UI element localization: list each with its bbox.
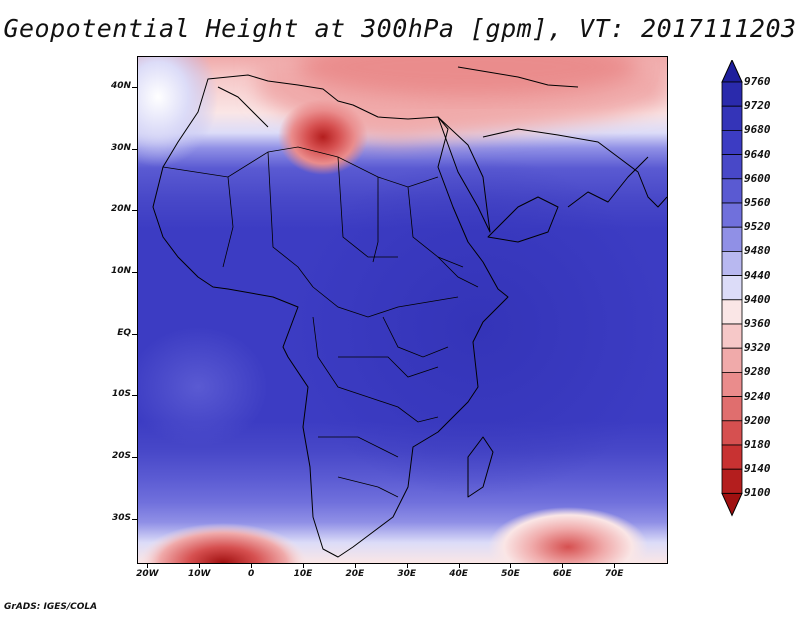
- lon-tick-label: 10E: [293, 569, 313, 579]
- cutoff-low-north-africa: [278, 99, 368, 175]
- nw-ridge: [138, 57, 218, 167]
- colorbar-swatch: [721, 250, 743, 276]
- colorbar-level-label: 9360: [744, 317, 771, 330]
- lat-tick-label: 10S: [111, 389, 131, 400]
- colorbar-swatch: [721, 154, 743, 180]
- colorbar-level-label: 9320: [744, 341, 771, 355]
- colorbar-swatch: [721, 275, 743, 301]
- colorbar-swatch: [721, 299, 743, 325]
- colorbar-level-label: 9440: [744, 268, 771, 282]
- colorbar-swatch: [721, 444, 743, 470]
- chart-title: Geopotential Height at 300hPa [gpm], VT:…: [3, 14, 797, 43]
- lon-tick-label: 60E: [552, 569, 572, 579]
- colorbar-swatch: [721, 178, 743, 204]
- lat-tick-label: 40N: [110, 80, 131, 91]
- colorbar-level-label: 9760: [744, 75, 771, 88]
- lat-tick-mark: [132, 210, 137, 212]
- colorbar-swatch: [721, 226, 743, 252]
- lon-tick-mark: [199, 563, 201, 568]
- lon-tick-mark: [251, 563, 253, 568]
- colorbar-swatch: [721, 420, 743, 446]
- colorbar-swatch: [721, 105, 743, 131]
- colorbar-level-label: 9680: [744, 123, 771, 137]
- lat-tick-mark: [132, 395, 137, 397]
- colorbar-level-label: 9480: [744, 244, 771, 258]
- lat-tick-label: 10N: [110, 265, 131, 276]
- colorbar-level-label: 9140: [744, 462, 771, 476]
- lon-tick-mark: [614, 563, 616, 568]
- colorbar-level-label: 9560: [744, 196, 771, 209]
- lon-tick-mark: [510, 563, 512, 568]
- lon-tick-label: 10W: [188, 569, 211, 579]
- lat-tick-mark: [132, 333, 137, 335]
- colorbar-swatch: [721, 347, 743, 373]
- southwest-low: [138, 523, 308, 563]
- lon-tick-label: 30E: [397, 569, 417, 579]
- colorbar-bottom-arrow: [721, 492, 743, 517]
- colorbar-level-label: 9100: [744, 486, 771, 500]
- lat-tick-label: EQ: [117, 327, 131, 338]
- lon-tick-label: 50E: [501, 569, 520, 579]
- country-borders: [162, 146, 479, 498]
- colorbar-level-label: 9240: [744, 389, 771, 403]
- colorbar-level-label: 9200: [744, 413, 771, 427]
- colorbar-swatch: [721, 396, 743, 422]
- lon-tick-mark: [147, 563, 149, 568]
- colorbar-level-label: 9400: [744, 292, 771, 306]
- lat-tick-label: 20N: [110, 204, 131, 215]
- lon-tick-mark: [354, 563, 356, 568]
- colorbar-level-label: 9180: [744, 438, 771, 451]
- high-center: [288, 157, 667, 497]
- colorbar-swatch: [721, 371, 743, 397]
- colorbar-swatch: [721, 468, 743, 494]
- colorbar-swatch: [721, 130, 743, 156]
- lon-tick-mark: [562, 563, 564, 568]
- colorbar-level-label: 9720: [744, 99, 771, 113]
- lon-tick-label: 20W: [136, 569, 159, 579]
- colorbar-swatch: [721, 323, 743, 349]
- colorbar-swatch: [721, 81, 743, 107]
- lat-tick-mark: [132, 148, 137, 150]
- lat-tick-mark: [132, 86, 137, 88]
- lon-tick-mark: [406, 563, 408, 568]
- atlantic-weaker-zone: [138, 327, 268, 447]
- geopotential-field-map: [138, 57, 667, 563]
- lat-tick-label: 30S: [111, 512, 131, 523]
- lon-tick-label: 40E: [449, 569, 468, 579]
- colorbar: [721, 60, 743, 517]
- colorbar-level-label: 9640: [744, 147, 771, 161]
- map-plot-area: [137, 56, 668, 564]
- lat-tick-mark: [132, 457, 137, 459]
- southeast-low: [488, 507, 648, 563]
- grads-credit: GrADS: IGES/COLA: [4, 602, 98, 612]
- lat-tick-label: 30N: [110, 142, 131, 153]
- colorbar-top-arrow: [721, 60, 743, 83]
- lon-tick-label: 20E: [345, 569, 365, 579]
- northern-trough-core: [298, 57, 638, 97]
- colorbar-level-label: 9600: [744, 171, 771, 185]
- lon-tick-mark: [302, 563, 304, 568]
- colorbar-level-label: 9280: [744, 365, 771, 379]
- colorbar-swatch: [721, 202, 743, 228]
- lon-tick-mark: [458, 563, 460, 568]
- colorbar-level-label: 9520: [744, 220, 771, 234]
- lat-tick-label: 20S: [111, 451, 131, 462]
- lat-tick-mark: [132, 271, 137, 273]
- lat-tick-mark: [132, 518, 137, 520]
- lon-tick-label: 0: [247, 569, 255, 579]
- coastlines: [152, 66, 667, 558]
- lon-tick-label: 70E: [604, 569, 624, 579]
